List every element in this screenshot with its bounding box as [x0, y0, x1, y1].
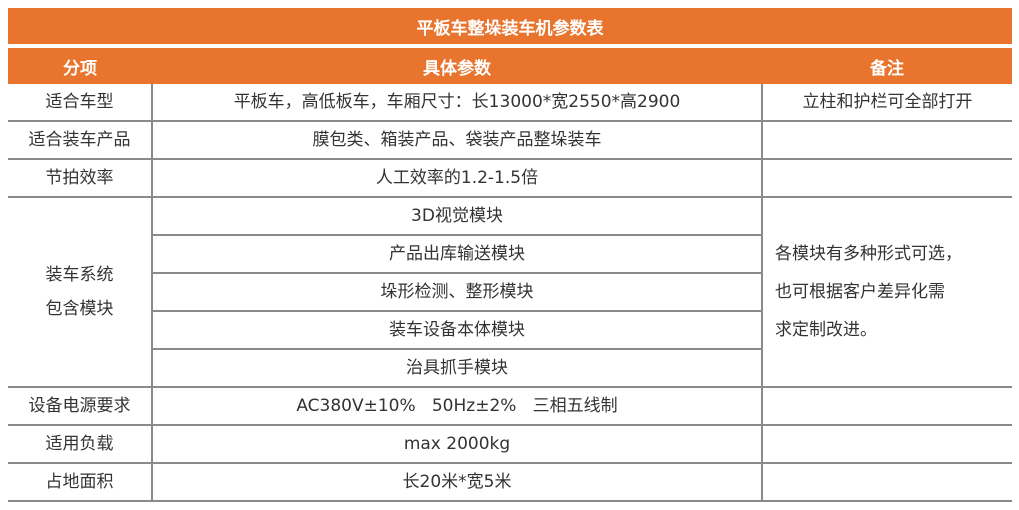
header-row: 分项 具体参数 备注	[8, 48, 1012, 84]
row-item: 占地面积	[8, 463, 152, 502]
modules-item-line: 装车系统	[45, 265, 114, 285]
modules-note-line: 各模块有多种形式可选，	[775, 244, 962, 264]
row-item: 节拍效率	[8, 159, 152, 198]
table-title: 平板车整垛装车机参数表	[8, 8, 1012, 44]
parameter-table-container: 平板车整垛装车机参数表 分项 具体参数 备注 适合车型 平板车，高低板车，车厢尺…	[8, 8, 1012, 502]
modules-note-line: 也可根据客户差异化需	[775, 282, 945, 302]
row-param: max 2000kg	[151, 425, 762, 464]
table-row: 适用负载 max 2000kg	[8, 425, 1012, 464]
row-param: 膜包类、箱装产品、袋装产品整垛装车	[151, 121, 762, 160]
row-param: 人工效率的1.2-1.5倍	[151, 159, 762, 198]
row-note	[761, 463, 1012, 502]
modules-note: 各模块有多种形式可选， 也可根据客户差异化需 求定制改进。	[761, 197, 1012, 388]
row-note	[761, 121, 1012, 160]
row-param: 平板车，高低板车，车厢尺寸：长13000*宽2550*高2900	[151, 84, 762, 122]
row-note	[761, 387, 1012, 426]
table-row: 设备电源要求 AC380V±10% 50Hz±2% 三相五线制	[8, 387, 1012, 426]
row-item: 适合装车产品	[8, 121, 152, 160]
table-row: 占地面积 长20米*宽5米	[8, 463, 1012, 502]
row-item: 适合车型	[8, 84, 152, 122]
modules-item: 装车系统 包含模块	[8, 197, 152, 388]
header-item: 分项	[8, 48, 152, 84]
table-row: 节拍效率 人工效率的1.2-1.5倍	[8, 159, 1012, 198]
module-param: 治具抓手模块	[151, 349, 762, 388]
table-row: 装车系统 包含模块 3D视觉模块 各模块有多种形式可选， 也可根据客户差异化需 …	[8, 197, 1012, 388]
module-param: 垛形检测、整形模块	[151, 273, 762, 312]
header-note: 备注	[762, 48, 1012, 84]
row-param: 长20米*宽5米	[151, 463, 762, 502]
row-note	[761, 159, 1012, 198]
module-param: 产品出库输送模块	[151, 235, 762, 274]
row-item: 适用负载	[8, 425, 152, 464]
row-note	[761, 425, 1012, 464]
row-param: AC380V±10% 50Hz±2% 三相五线制	[151, 387, 762, 426]
table-row: 适合车型 平板车，高低板车，车厢尺寸：长13000*宽2550*高2900 立柱…	[8, 84, 1012, 122]
table-row: 适合装车产品 膜包类、箱装产品、袋装产品整垛装车	[8, 121, 1012, 160]
row-item: 设备电源要求	[8, 387, 152, 426]
modules-note-line: 求定制改进。	[775, 320, 877, 340]
modules-item-line: 包含模块	[45, 299, 114, 319]
module-param: 装车设备本体模块	[151, 311, 762, 350]
module-param: 3D视觉模块	[151, 197, 762, 236]
header-param: 具体参数	[152, 48, 762, 84]
row-note: 立柱和护栏可全部打开	[761, 84, 1012, 122]
parameter-table: 分项 具体参数 备注 适合车型 平板车，高低板车，车厢尺寸：长13000*宽25…	[8, 48, 1012, 502]
